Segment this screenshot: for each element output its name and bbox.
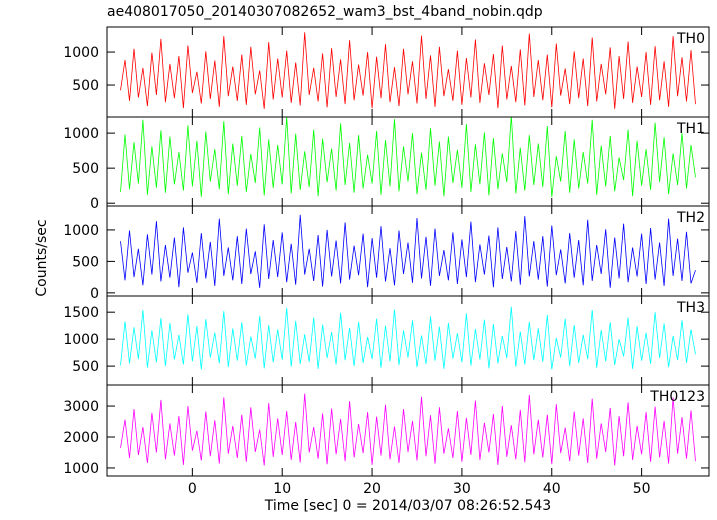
chart-title: ae408017050_20140307082652_wam3_bst_4ban…: [107, 4, 543, 20]
y-tick-label: 1000: [63, 461, 99, 477]
x-tick-label: 10: [273, 481, 291, 497]
light-curve: [120, 214, 696, 288]
x-tick-label: 20: [363, 481, 381, 497]
y-tick-label: 1000: [63, 223, 99, 239]
x-tick-label: 30: [453, 481, 471, 497]
light-curve: [120, 306, 696, 370]
y-axis-label: Counts/sec: [34, 219, 50, 296]
y-tick-label: 1000: [63, 126, 99, 142]
x-axis-label: Time [sec] 0 = 2014/03/07 08:26:52.543: [264, 498, 551, 514]
y-tick-label: 0: [90, 196, 99, 212]
x-tick-label: 50: [633, 481, 651, 497]
light-curve: [120, 393, 696, 466]
y-tick-label: 1500: [63, 305, 99, 321]
x-tick-label: 0: [188, 481, 197, 497]
light-curve: [120, 117, 696, 197]
panel-frame: [106, 384, 710, 477]
panel-label: TH2: [676, 210, 705, 226]
panel-label: TH0: [676, 31, 705, 47]
y-tick-label: 1000: [63, 332, 99, 348]
y-tick-label: 500: [72, 359, 99, 375]
y-tick-label: 500: [72, 161, 99, 177]
light-curve: [120, 32, 696, 109]
y-tick-label: 3000: [63, 399, 99, 415]
panel-label: TH3: [676, 300, 705, 316]
panel-label: TH1: [676, 121, 705, 137]
y-tick-label: 500: [72, 254, 99, 270]
y-tick-label: 1000: [63, 45, 99, 61]
y-tick-label: 500: [72, 78, 99, 94]
y-tick-label: 0: [90, 286, 99, 302]
y-tick-label: 2000: [63, 430, 99, 446]
x-tick-label: 40: [543, 481, 561, 497]
panel-label: TH0123: [649, 389, 705, 405]
